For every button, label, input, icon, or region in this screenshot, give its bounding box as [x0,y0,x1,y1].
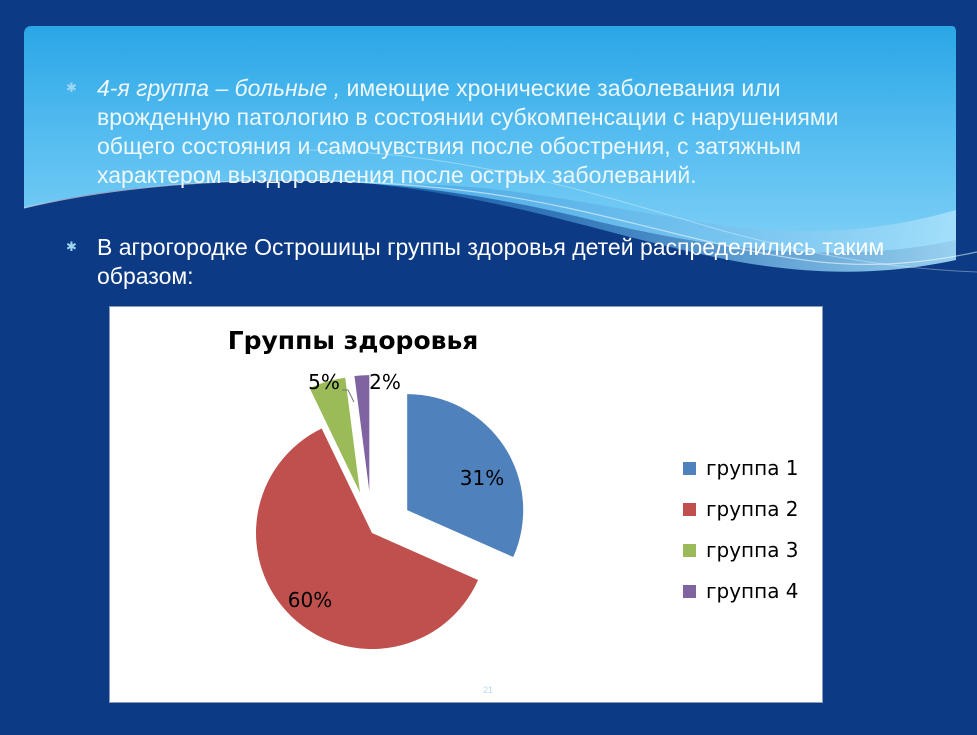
data-label-4: 2% [369,370,401,394]
legend-label-3: группа 3 [706,538,799,562]
bullet-paragraph-2: В агрогородке Острошицы группы здоровья … [97,234,885,289]
data-label-2: 60% [288,588,332,612]
data-label-1: 31% [460,466,504,490]
legend-swatch-4 [683,585,696,598]
legend-label-2: группа 2 [706,497,799,521]
legend-swatch-3 [683,544,696,557]
pie-slice-2 [255,428,479,649]
chart-title: Группы здоровья [228,326,479,355]
pie-slice-1 [407,394,524,558]
pie-chart: Группы здоровья 31% 60% 5% 2% группа 1 групп… [109,306,823,703]
pie-chart-svg: Группы здоровья 31% 60% 5% 2% группа 1 групп… [228,326,799,649]
bullet-body-text: имеющие хронические заболевания или врож… [97,75,839,188]
bullet-marker-icon: ✱ [66,80,77,95]
pie-slice-4 [354,375,370,492]
page-number: 21 [483,685,494,695]
pie-slice-3 [309,377,361,493]
bullet-paragraph-1: 4-я группа – больные , имеющие хроническ… [97,74,897,190]
bullet-lead-text: 4-я группа – больные , [97,75,341,101]
leader-line [342,389,355,403]
legend-swatch-2 [683,503,696,516]
legend-label-4: группа 4 [706,579,799,603]
legend-label-1: группа 1 [706,456,799,480]
bullet-marker-icon: ✱ [66,239,77,254]
data-label-3: 5% [308,370,340,394]
legend-swatch-1 [683,462,696,475]
